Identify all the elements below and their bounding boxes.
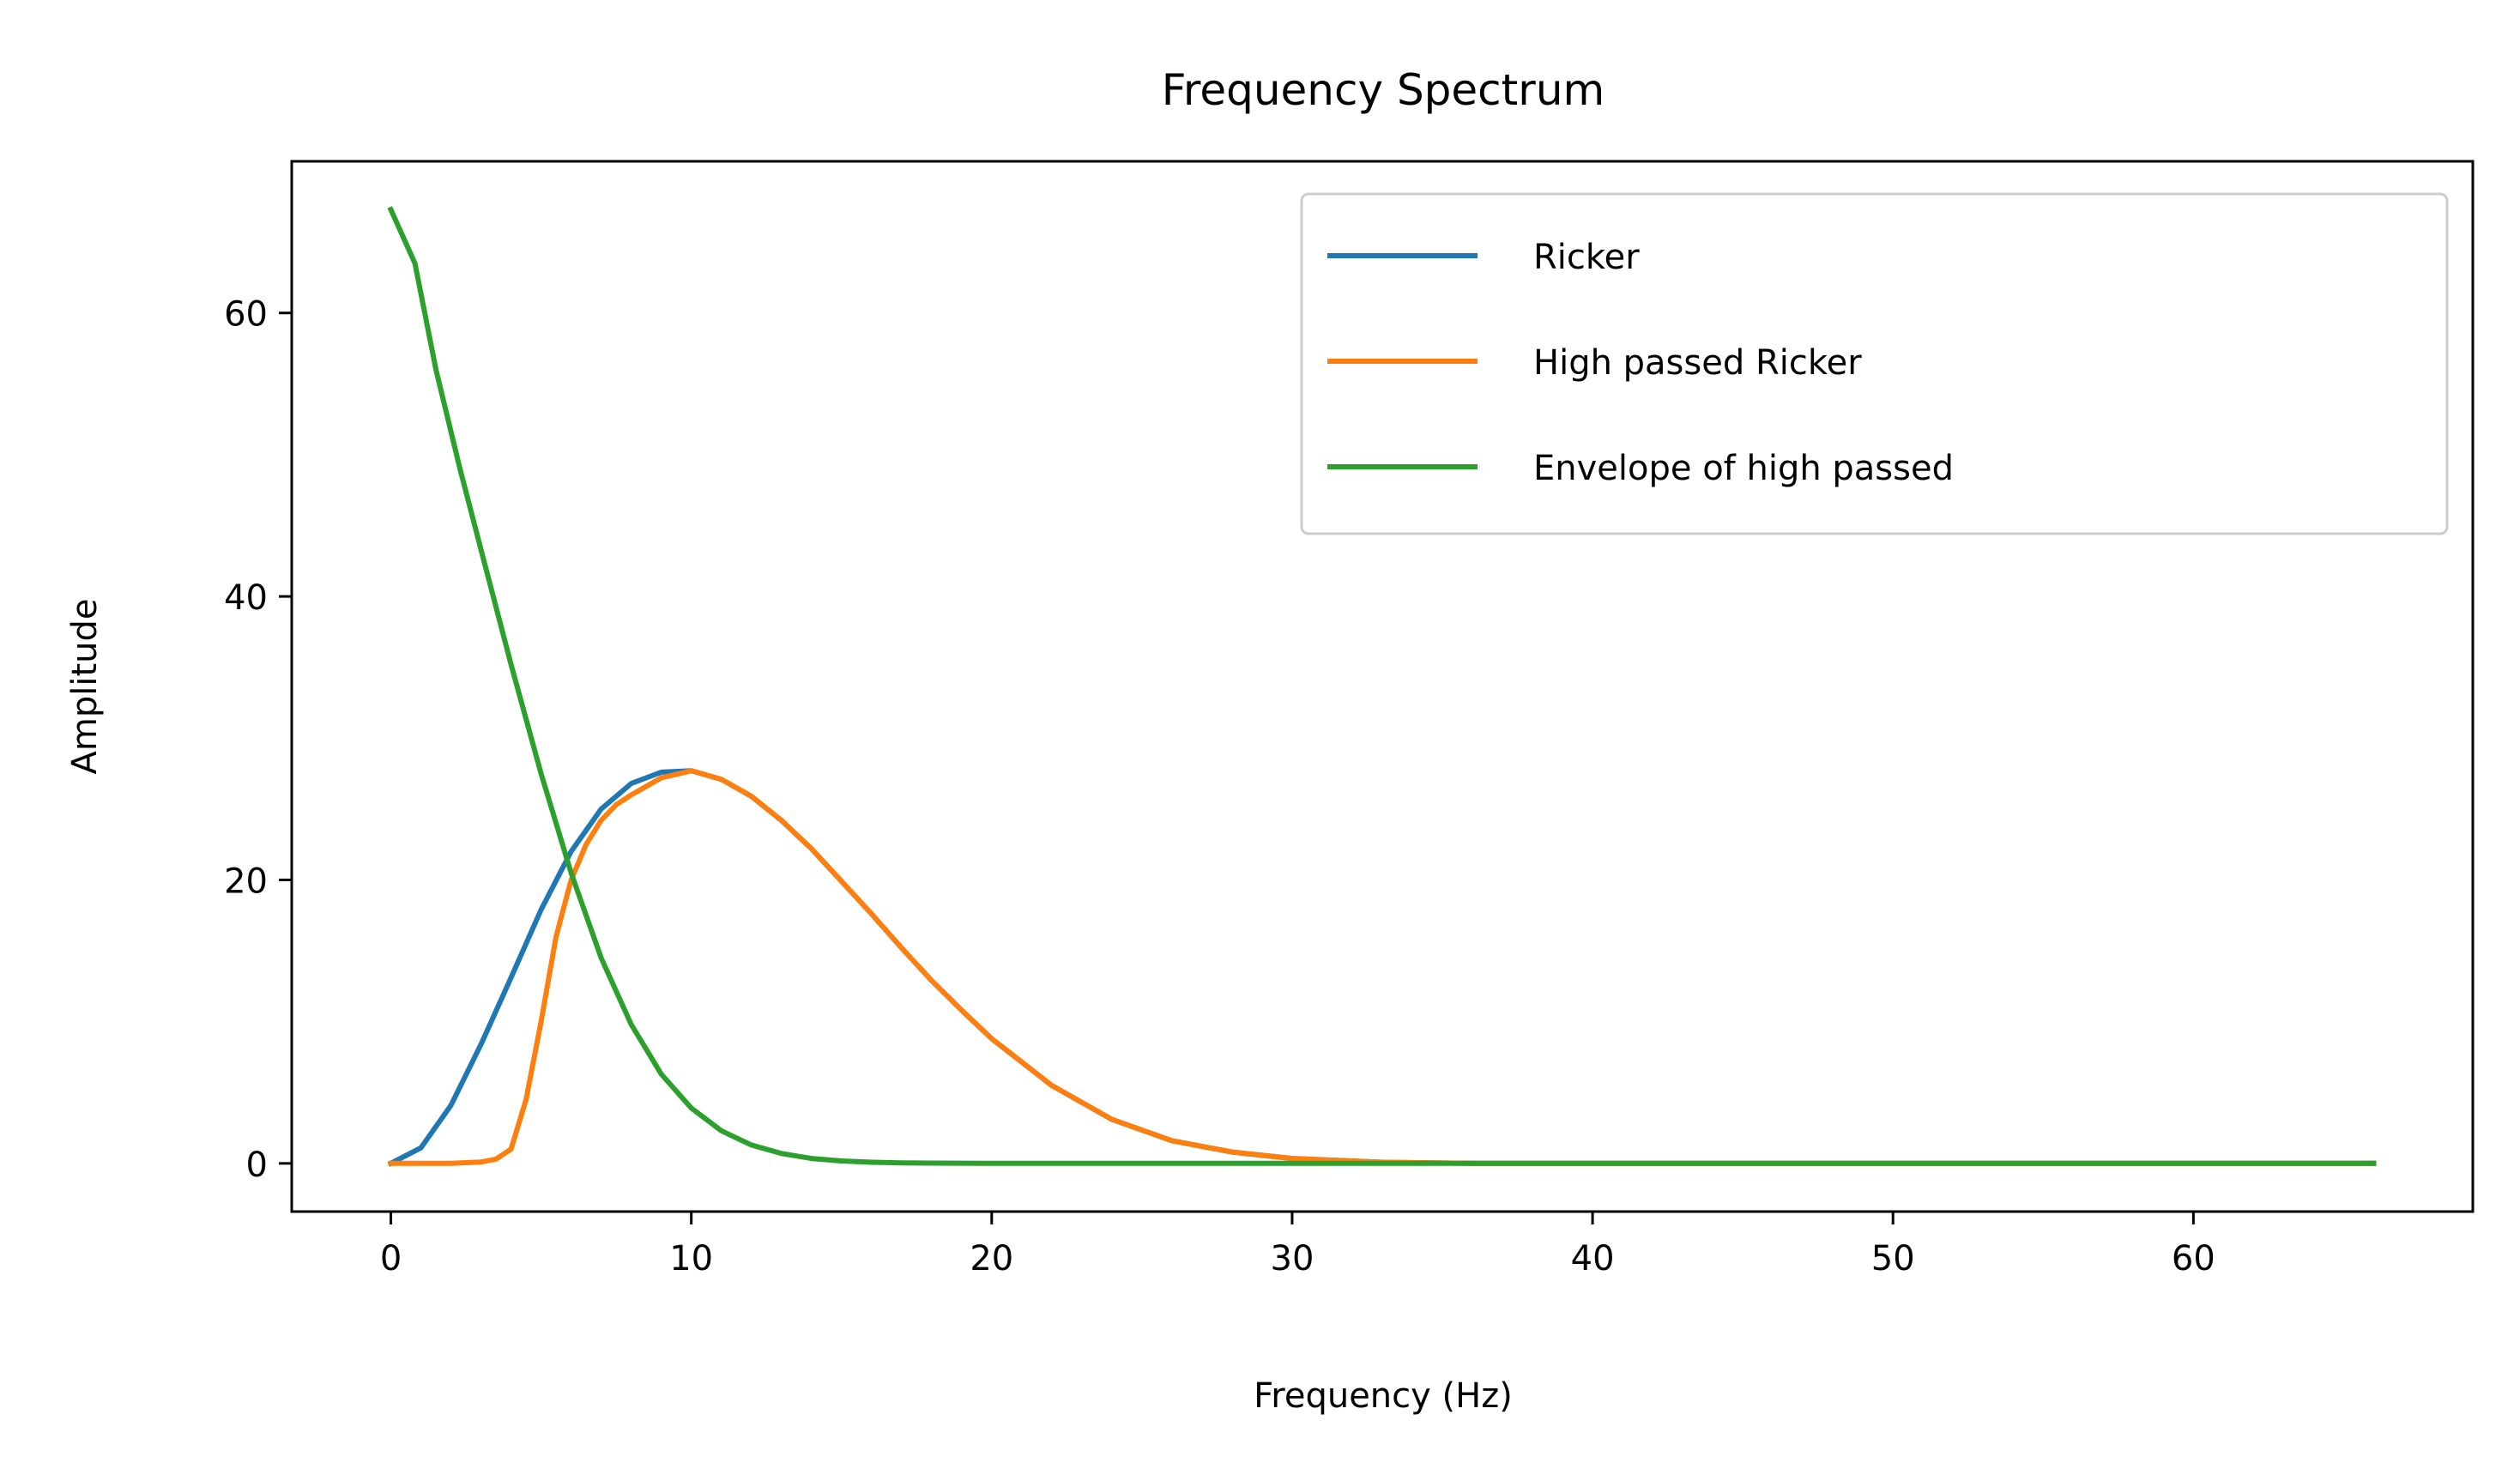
x-tick-label: 20 [970,1239,1013,1278]
legend-label-2: High passed Ricker [1533,343,1862,383]
series-line-3 [387,206,2377,1166]
legend-box [1300,192,2449,535]
x-tick-label: 10 [669,1239,713,1278]
y-tick-label: 20 [224,861,268,901]
x-tick-label: 60 [2172,1239,2215,1278]
series-layer [387,206,2377,1167]
x-axis-label: Frequency (Hz) [1254,1376,1513,1416]
x-tick-label: 50 [1871,1239,1915,1278]
y-tick-label: 40 [224,578,268,618]
x-tick-label: 30 [1271,1239,1314,1278]
x-axis-ticks: 0 10 20 30 40 50 60 [380,1212,2215,1278]
x-tick-label: 40 [1571,1239,1615,1278]
x-tick-label: 0 [380,1239,402,1278]
legend-label-1: Ricker [1533,238,1640,277]
chart-title: Frequency Spectrum [1162,65,1604,115]
plot-frame [290,160,2475,1213]
y-tick-label: 0 [246,1146,268,1185]
legend-label-3: Envelope of high passed [1533,449,1954,488]
y-axis-label: Amplitude [65,599,105,775]
y-tick-label: 60 [224,295,268,335]
legend: Ricker High passed Ricker Envelope of high… [1300,192,2449,535]
y-axis-ticks: 0 20 40 60 [224,295,292,1185]
